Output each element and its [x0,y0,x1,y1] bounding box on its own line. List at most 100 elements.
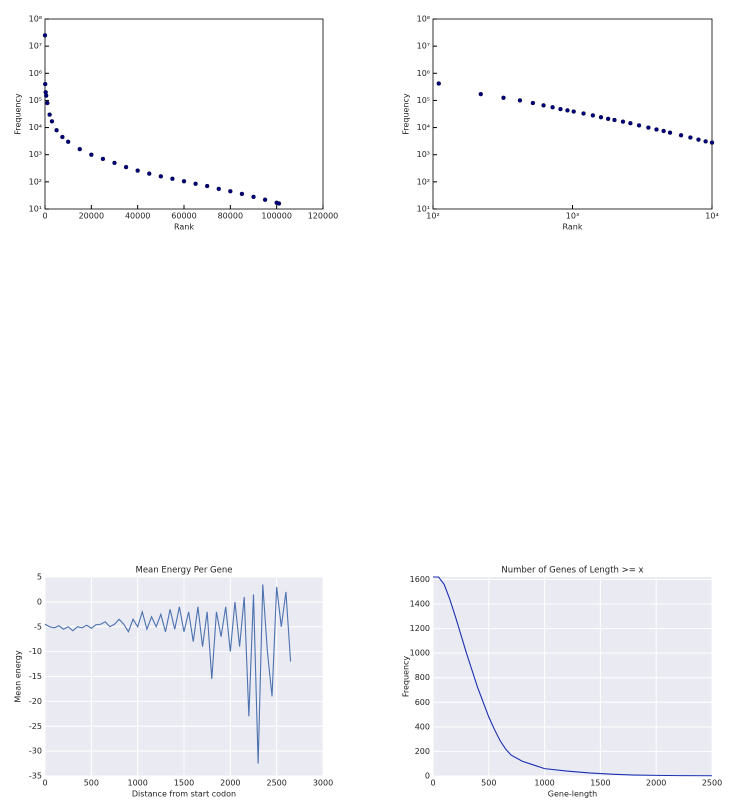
point [696,137,701,142]
y-tick-label: 10² [417,177,430,186]
x-tick-label: 500 [481,779,496,788]
point [44,93,49,98]
y-axis-label: Frequency [402,93,411,135]
point [205,183,210,189]
x-tick-label: 60000 [171,212,196,221]
y-axis-label: Frequency [402,656,411,698]
x-tick-label: 10² [426,212,439,221]
y-axis-label: Mean energy [14,650,23,702]
point [112,160,117,166]
x-tick-label: 2000 [220,779,240,788]
point [598,115,604,120]
y-tick-label: 10³ [417,150,430,159]
y-tick-label: 10¹ [417,205,430,214]
point [636,123,642,128]
point [54,128,59,133]
point [239,191,245,197]
y-tick-label: 10⁸ [417,15,430,24]
x-tick-label: 500 [84,779,99,788]
plot-frame [44,18,324,210]
point [661,128,666,134]
y-tick-label: -10 [29,647,42,656]
x-tick-label: 40000 [125,212,150,221]
point [590,113,596,118]
point [558,106,563,112]
y-tick-label: 5 [37,573,42,582]
x-tick-label: 0 [42,779,47,788]
x-axis-label: Rank [174,223,194,232]
point [228,189,233,194]
x-tick-label: 0 [430,779,435,788]
point [646,125,651,130]
point [276,201,282,206]
point [667,130,673,135]
point [100,156,106,162]
point [170,176,175,181]
y-tick-label: 10⁷ [417,42,430,51]
point [60,134,65,140]
point [628,121,633,126]
x-tick-label: 0 [42,212,47,221]
y-tick-label: 10⁵ [417,96,430,105]
y-tick-label: 10⁷ [29,42,42,51]
point [181,179,187,184]
plot-area [433,577,712,776]
point [688,135,693,140]
x-axis-label: Rank [563,223,583,232]
chart: -35 -30 -25 -20 -15 -10 -5 0 5 0 500 1000 1500 2000 25… [14,566,334,799]
y-tick-label: 1000 [410,649,430,658]
point [216,186,221,192]
x-axis-label: Distance from start codon [132,790,236,799]
line [44,584,292,764]
point [89,152,94,157]
y-tick-label: 10⁶ [29,69,42,78]
point [530,100,536,106]
chart: 0 200 400 600 800 1000 1200 1400 1600 0 500 1000 150… [402,566,723,799]
y-tick-label: -20 [29,697,42,706]
y-tick-label: 10¹ [29,205,42,214]
point [605,116,611,121]
point [147,171,152,176]
point [251,194,256,200]
x-tick-label: 2500 [266,779,286,788]
point [678,133,684,138]
point [654,127,659,132]
y-tick-label: 10⁶ [417,69,430,78]
y-tick-label: -35 [29,772,42,781]
point [550,105,555,110]
y-tick-label: 10³ [29,150,42,159]
x-tick-label: 2500 [702,779,722,788]
x-tick-label: 20000 [79,212,104,221]
y-tick-label: 10⁸ [29,15,42,24]
point [612,117,617,123]
point [517,98,523,103]
y-tick-label: 1200 [410,624,430,633]
y-tick-label: 0 [37,597,42,606]
point [135,168,140,173]
x-tick-label: 1000 [534,779,554,788]
point [158,174,163,179]
point [565,108,570,113]
y-tick-label: 200 [415,747,430,756]
chart-title: Number of Genes of Length >= x [501,566,643,576]
x-tick-label: 100000 [261,212,292,221]
y-tick-label: 10⁴ [417,123,430,132]
x-tick-label: 80000 [218,212,243,221]
y-tick-label: -30 [29,747,42,756]
line [433,576,713,777]
point [581,111,586,116]
point [47,112,52,117]
point [478,92,483,97]
y-tick-label: 0 [425,772,430,781]
point [123,164,129,170]
point [262,197,268,202]
y-tick-label: -5 [34,622,42,631]
y-tick-label: -25 [29,722,42,731]
x-tick-label: 10³ [566,212,579,221]
point [703,139,708,144]
x-tick-label: 120000 [308,212,339,221]
y-axis-label: Frequency [14,93,23,135]
plot-frame [432,18,713,210]
